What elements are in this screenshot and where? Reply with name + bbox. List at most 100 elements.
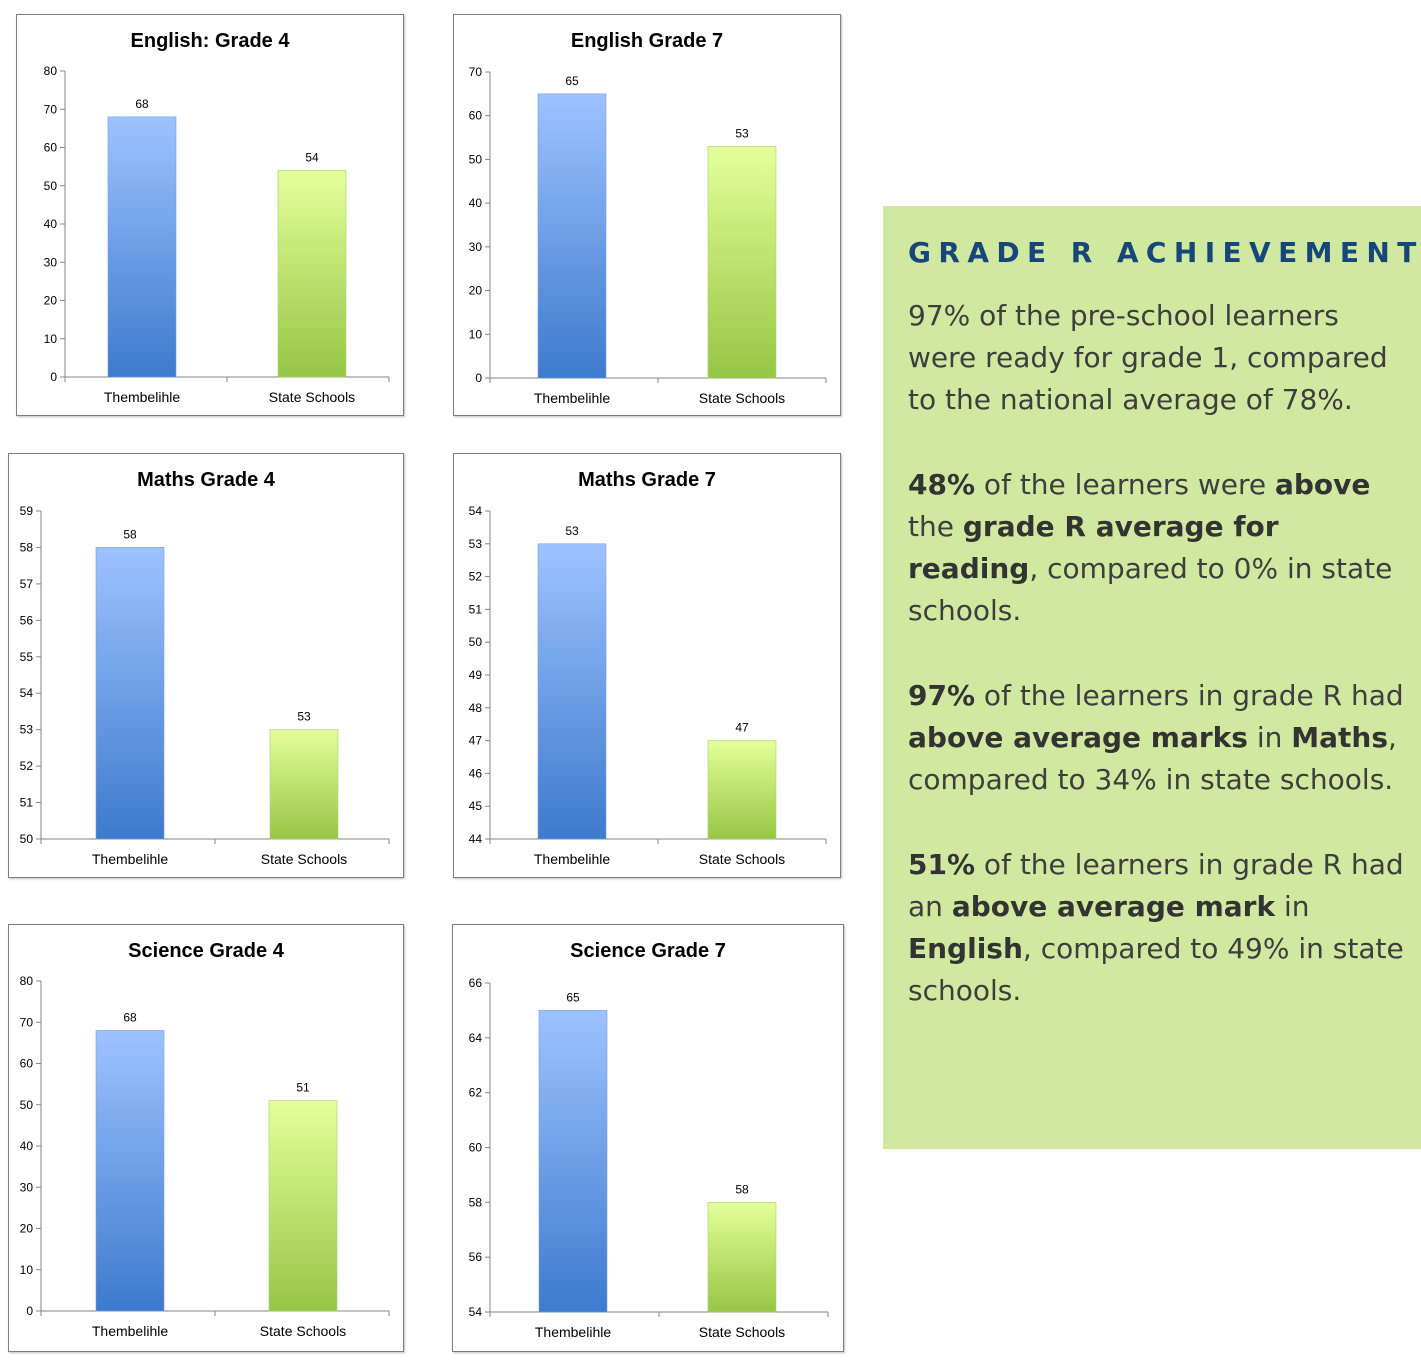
bar [707, 1202, 777, 1313]
emphasis-text: above average marks [908, 721, 1248, 754]
data-label: 47 [735, 721, 749, 735]
chart-title: Maths Grade 7 [578, 469, 716, 491]
y-tick-label: 10 [44, 332, 58, 346]
data-label: 65 [565, 74, 579, 88]
y-tick-label: 30 [44, 255, 58, 269]
y-tick-label: 40 [20, 1139, 34, 1153]
y-tick-label: 49 [469, 668, 483, 682]
y-tick-label: 51 [20, 796, 34, 810]
y-tick-label: 56 [20, 613, 34, 627]
data-label: 58 [735, 1182, 749, 1196]
bar [107, 116, 177, 378]
achievement-paragraph: 51% of the learners in grade R had an ab… [908, 844, 1408, 1012]
y-tick-label: 59 [20, 504, 34, 518]
achievement-paragraph: 97% of the learners in grade R had above… [908, 675, 1408, 801]
data-label: 68 [123, 1011, 137, 1025]
y-tick-label: 40 [44, 217, 58, 231]
chart-svg: Maths Grade 7 44 45 46 47 48 49 50 51 52 53 54 53 The… [469, 469, 827, 867]
category-label: Thembelihle [534, 851, 610, 867]
category-label: Thembelihle [104, 389, 180, 405]
data-label: 58 [123, 527, 137, 541]
y-tick-label: 30 [469, 240, 483, 254]
bar [277, 170, 347, 378]
category-label: State Schools [699, 851, 785, 867]
y-tick-label: 20 [20, 1222, 34, 1236]
y-tick-label: 54 [469, 504, 483, 518]
achievement-paragraph: 97% of the pre-school learners were read… [908, 295, 1408, 421]
y-tick-label: 20 [44, 294, 58, 308]
body-text: the [908, 510, 963, 543]
chart-svg: English Grade 7 0 10 20 30 40 50 60 70 65 Thembeli… [469, 30, 827, 406]
category-label: Thembelihle [534, 390, 610, 406]
y-tick-label: 60 [469, 109, 483, 123]
y-tick-label: 50 [20, 832, 34, 846]
y-tick-label: 54 [469, 1305, 483, 1319]
y-tick-label: 60 [44, 141, 58, 155]
body-text: of the learners were [975, 468, 1275, 501]
y-tick-label: 57 [20, 577, 34, 591]
y-tick-label: 80 [20, 974, 34, 988]
y-tick-label: 58 [20, 540, 34, 554]
panel-heading: GRADE R ACHIEVEMENTS [908, 236, 1421, 269]
category-label: State Schools [699, 1324, 785, 1340]
y-tick-label: 52 [20, 759, 34, 773]
category-label: State Schools [260, 1323, 346, 1339]
y-tick-label: 70 [20, 1015, 34, 1029]
bar [707, 146, 777, 379]
chart-science-grade-4: Science Grade 4 0 10 20 30 40 50 60 70 80 68 Thembe… [8, 924, 404, 1352]
y-tick-label: 50 [20, 1098, 34, 1112]
y-tick-label: 47 [469, 734, 483, 748]
y-tick-label: 52 [469, 570, 483, 584]
y-tick-label: 50 [44, 179, 58, 193]
bar [95, 547, 165, 840]
y-tick-label: 66 [469, 976, 483, 990]
y-tick-label: 44 [469, 832, 483, 846]
emphasis-text: 97% [908, 679, 976, 712]
data-label: 65 [566, 990, 580, 1004]
category-label: Thembelihle [92, 1323, 168, 1339]
bar [269, 729, 339, 840]
chart-english-grade-7: English Grade 7 0 10 20 30 40 50 60 70 65 Thembeli… [453, 14, 841, 416]
chart-maths-grade-7: Maths Grade 7 44 45 46 47 48 49 50 51 52 53 54 53 The… [453, 453, 841, 878]
data-label: 54 [305, 150, 319, 164]
chart-svg: Maths Grade 4 50 51 52 53 54 55 56 57 58 59 58 Themb… [20, 469, 390, 867]
body-text: 97% of the pre-school learners were read… [908, 299, 1388, 416]
y-tick-label: 0 [50, 370, 57, 384]
category-label: State Schools [269, 389, 355, 405]
bar [707, 740, 777, 840]
body-text: , compared to 34% in state schools. [908, 721, 1397, 796]
y-tick-label: 45 [469, 799, 483, 813]
body-text: of the learners in grade R had an [908, 848, 1404, 923]
y-tick-label: 51 [469, 602, 483, 616]
y-tick-label: 10 [20, 1263, 34, 1277]
body-text: in [1247, 721, 1292, 754]
y-tick-label: 58 [469, 1195, 483, 1209]
emphasis-text: Maths [1291, 721, 1389, 754]
emphasis-text: 48% [908, 468, 976, 501]
achievement-paragraph: 48% of the learners were above the grade… [908, 464, 1408, 632]
emphasis-text: grade R average for reading [908, 510, 1279, 585]
chart-title: Maths Grade 4 [137, 469, 276, 491]
y-tick-label: 62 [469, 1086, 483, 1100]
y-tick-label: 46 [469, 766, 483, 780]
y-tick-label: 80 [44, 64, 58, 78]
y-tick-label: 60 [469, 1141, 483, 1155]
grade-r-achievements-panel: GRADE R ACHIEVEMENTS 97% of the pre-scho… [883, 206, 1421, 1149]
y-tick-label: 50 [469, 152, 483, 166]
y-tick-label: 40 [469, 196, 483, 210]
body-text: , compared to 0% in state schools. [908, 552, 1393, 627]
emphasis-text: 51% [908, 848, 976, 881]
y-tick-label: 50 [469, 635, 483, 649]
data-label: 53 [297, 710, 311, 724]
category-label: Thembelihle [535, 1324, 611, 1340]
chart-title: English: Grade 4 [131, 30, 291, 52]
y-tick-label: 60 [20, 1057, 34, 1071]
bar [538, 1010, 608, 1313]
body-text: in [1275, 890, 1310, 923]
emphasis-text: above average mark [951, 890, 1276, 923]
category-label: State Schools [261, 851, 347, 867]
chart-svg: English: Grade 4 0 10 20 30 40 50 60 70 80 68 Themb… [44, 30, 390, 405]
y-tick-label: 70 [44, 102, 58, 116]
y-tick-label: 53 [20, 723, 34, 737]
data-label: 53 [565, 524, 579, 538]
